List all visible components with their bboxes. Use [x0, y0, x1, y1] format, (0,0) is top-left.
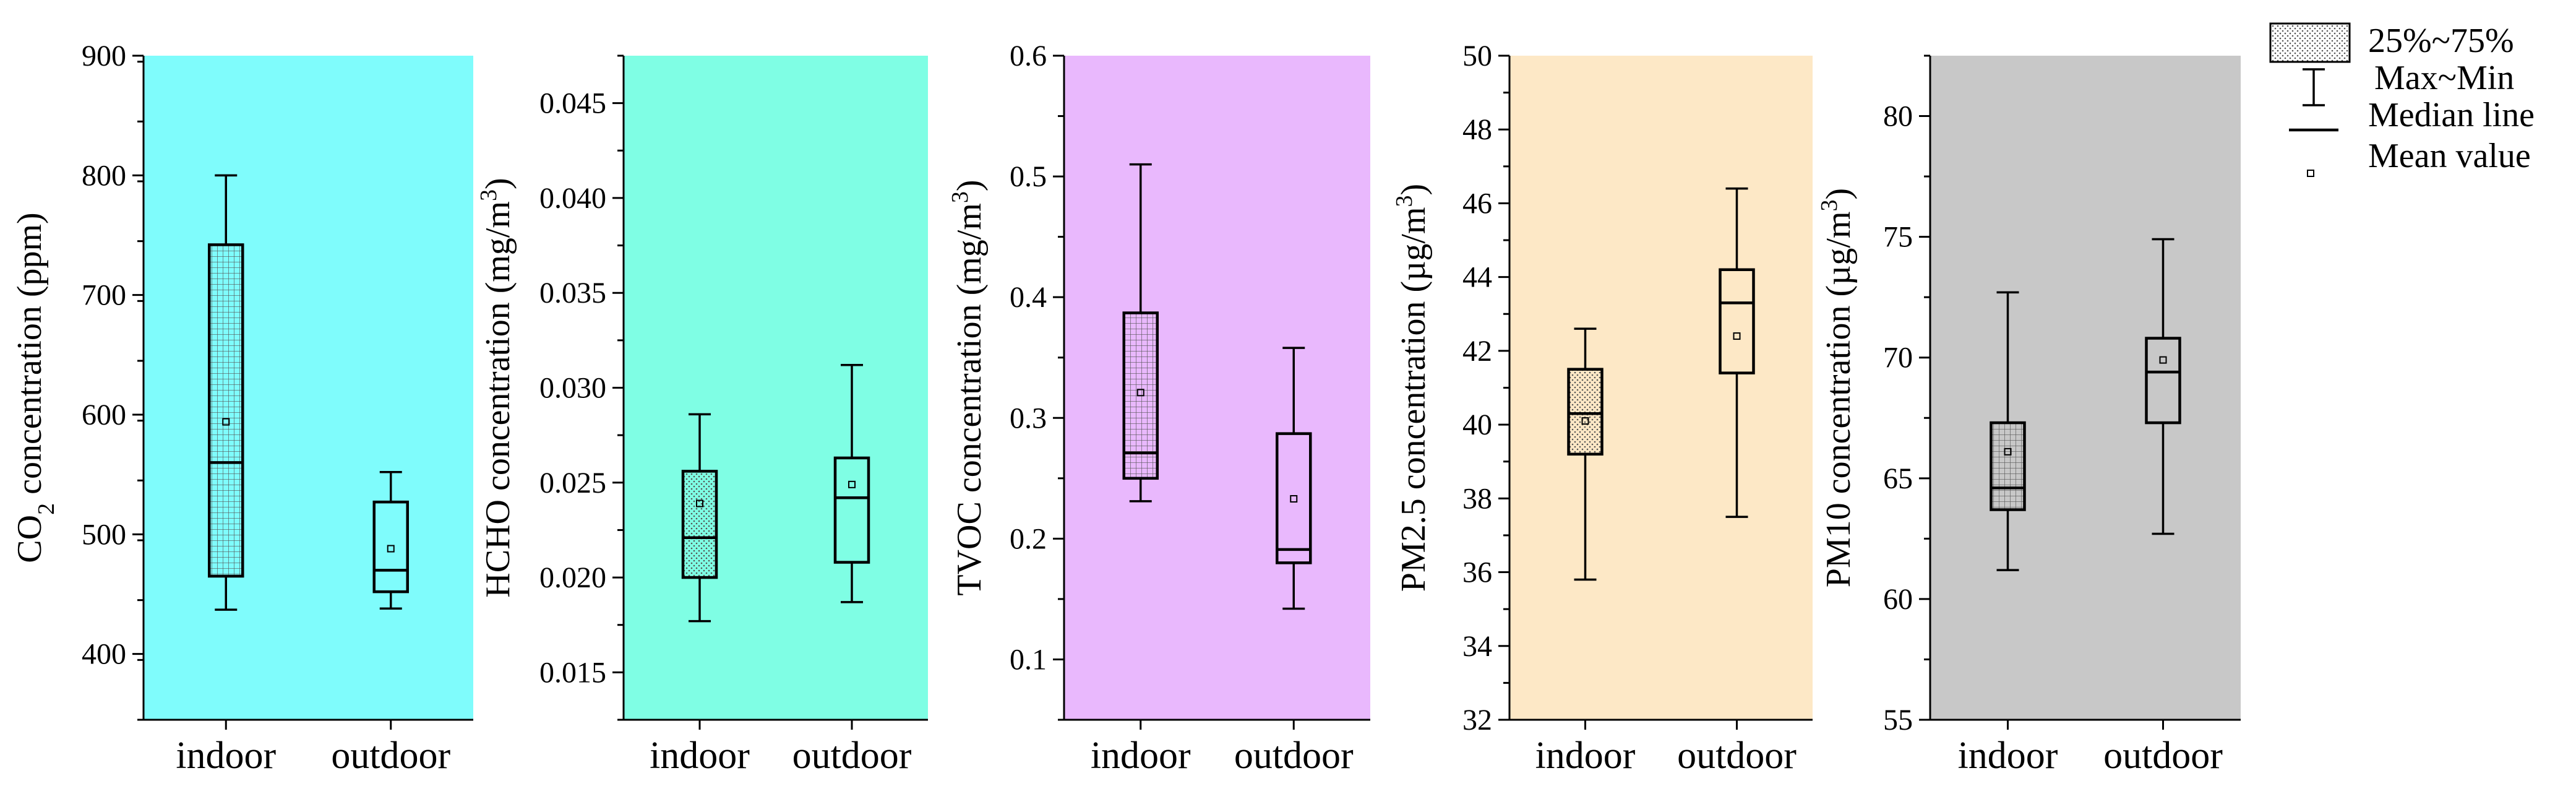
- x-category-label: indoor: [1958, 735, 2058, 777]
- box-outdoor: [372, 471, 409, 610]
- y-tick-label: 65: [1883, 462, 1913, 495]
- legend-whisker-symbol: [2303, 68, 2325, 106]
- y-tick-label: 75: [1883, 221, 1913, 254]
- plot-background: [144, 56, 473, 720]
- box-outdoor: [2145, 238, 2181, 535]
- iqr-box: [1122, 311, 1159, 480]
- legend-median-label: Median line: [2368, 96, 2535, 134]
- box-indoor: [681, 413, 718, 623]
- y-tick-label: 0.035: [539, 277, 606, 309]
- plot-background: [1064, 56, 1370, 720]
- y-tick-label: 42: [1462, 335, 1492, 368]
- box-indoor: [1122, 163, 1159, 503]
- iqr-box: [2145, 337, 2181, 425]
- panel-1: 400 500 600 700 800 900 CO2 concentration (ppm…: [11, 40, 473, 777]
- box-outdoor: [833, 363, 870, 603]
- y-tick-label: 32: [1462, 704, 1492, 736]
- plot-background: [624, 56, 928, 720]
- plot-background: [1509, 56, 1813, 720]
- x-category-label: outdoor: [1677, 735, 1797, 777]
- y-tick-label: 80: [1883, 100, 1913, 133]
- iqr-box: [833, 456, 870, 564]
- mean-marker: [2159, 356, 2167, 364]
- plot-background: [1930, 56, 2241, 720]
- y-tick-label: 38: [1462, 482, 1492, 515]
- y-tick-label: 0.4: [1010, 281, 1047, 314]
- iqr-box: [372, 500, 409, 594]
- x-category-label: indoor: [176, 735, 276, 777]
- mean-marker: [2004, 447, 2012, 456]
- y-tick-label: 60: [1883, 583, 1913, 616]
- y-tick-label: 34: [1462, 630, 1492, 663]
- y-tick-label: 0.6: [1010, 40, 1047, 72]
- iqr-box: [1990, 421, 2026, 511]
- y-tick-label: 44: [1462, 261, 1492, 294]
- x-category-label: indoor: [1535, 735, 1636, 777]
- y-axis-label: HCHO concentration (mg/m3): [476, 178, 517, 597]
- mean-marker: [222, 418, 230, 426]
- y-axis-label: PM2.5 concentration (µg/m3): [1391, 184, 1433, 592]
- y-axis-label: CO2 concentration (ppm): [11, 212, 59, 563]
- mean-marker: [1733, 332, 1741, 340]
- y-tick-label: 0.1: [1010, 643, 1047, 676]
- y-tick-label: 700: [82, 279, 126, 312]
- y-tick-label: 600: [82, 399, 126, 431]
- y-tick-label: 46: [1462, 187, 1492, 220]
- iqr-box: [1276, 432, 1312, 564]
- x-category-label: outdoor: [1234, 735, 1354, 777]
- x-category-label: outdoor: [331, 735, 450, 777]
- panel-4: 32 34 36 38 40 42 44 46 48 50 PM2.5 concentration …: [1391, 40, 1813, 777]
- y-tick-label: 0.2: [1010, 522, 1047, 555]
- y-tick-label: 50: [1462, 40, 1492, 72]
- x-category-label: outdoor: [792, 735, 912, 777]
- iqr-box: [1567, 368, 1604, 456]
- mean-marker: [696, 499, 703, 507]
- y-axis-label: PM10 concentration (µg/m3): [1816, 188, 1858, 587]
- y-tick-label: 500: [82, 518, 126, 551]
- legend-box-swatch-pattern: [2269, 22, 2351, 63]
- box-outdoor: [1276, 347, 1312, 610]
- mean-marker: [848, 480, 856, 488]
- y-tick-label: 0.045: [539, 87, 606, 120]
- y-tick-label: 0.040: [539, 182, 606, 215]
- box-indoor: [208, 174, 244, 611]
- legend-mean-symbol: [2307, 170, 2314, 177]
- iqr-box: [1719, 268, 1755, 374]
- legend-whisker-label: Max~Min: [2374, 59, 2514, 97]
- legend-mean-label: Mean value: [2368, 137, 2531, 175]
- panel-5: 55 60 65 70 75 80 PM10 concentration (µg/m3) in…: [1816, 54, 2241, 777]
- panel-3: 0.1 0.2 0.3 0.4 0.5 0.6 TVOC concentration (mg…: [947, 40, 1370, 777]
- panel-2: 0.015 0.020 0.025 0.030 0.035 0.040 0.045 HCHO …: [476, 54, 928, 777]
- y-tick-label: 48: [1462, 113, 1492, 146]
- legend-box-label: 25%~75%: [2368, 22, 2514, 60]
- y-tick-label: 900: [82, 40, 126, 72]
- y-tick-label: 0.020: [539, 561, 606, 594]
- y-tick-label: 40: [1462, 408, 1492, 441]
- x-category-label: indoor: [1091, 735, 1191, 777]
- y-tick-label: 400: [82, 638, 126, 671]
- y-tick-label: 0.030: [539, 372, 606, 405]
- y-tick-label: 36: [1462, 556, 1492, 589]
- mean-marker: [1136, 389, 1144, 397]
- y-tick-label: 0.5: [1010, 160, 1047, 193]
- iqr-box: [681, 470, 718, 579]
- mean-marker: [1290, 494, 1298, 503]
- y-axis-label: TVOC concentration (mg/m3): [947, 179, 989, 595]
- x-category-label: outdoor: [2103, 735, 2223, 777]
- y-tick-label: 0.015: [539, 656, 606, 689]
- iqr-box: [208, 243, 244, 578]
- legend: 25%~75% Max~Min Median line Mean value: [2269, 22, 2535, 177]
- y-tick-label: 70: [1883, 342, 1913, 374]
- mean-marker: [387, 545, 395, 553]
- y-tick-label: 0.3: [1010, 402, 1047, 434]
- y-tick-label: 55: [1883, 704, 1913, 736]
- box-outdoor: [1719, 187, 1755, 518]
- box-indoor: [1990, 291, 2026, 571]
- mean-marker: [1581, 417, 1589, 425]
- y-tick-label: 800: [82, 159, 126, 192]
- box-indoor: [1567, 327, 1604, 581]
- y-tick-label: 0.025: [539, 467, 606, 499]
- x-category-label: indoor: [650, 735, 750, 777]
